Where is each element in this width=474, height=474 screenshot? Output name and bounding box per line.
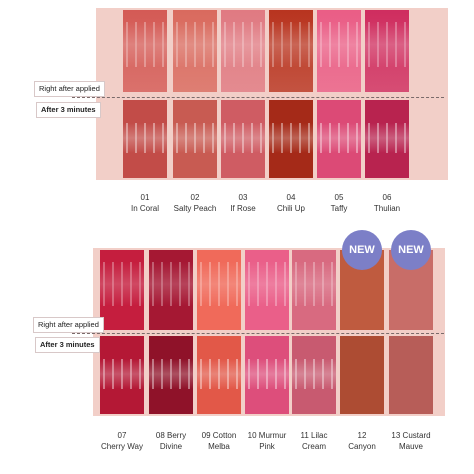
swatch-gloss <box>365 123 409 154</box>
swatch-gloss <box>123 123 167 154</box>
shade-name: Melba <box>208 442 230 451</box>
swatch-gloss <box>317 123 361 154</box>
shade-name: Chili Up <box>276 204 305 213</box>
shade-number: 02 <box>190 193 200 202</box>
swatch-gloss <box>365 22 409 68</box>
shade-number: 03 <box>238 193 248 202</box>
swatch-top-02 <box>173 10 217 92</box>
top-divider <box>72 97 444 98</box>
swatch-gloss <box>317 22 361 68</box>
shade-label-13: 13 Custard Mauve <box>383 430 439 452</box>
swatch-bottom-06 <box>365 100 409 178</box>
swatch-gloss <box>173 22 217 68</box>
swatch-bottom-04 <box>269 100 313 178</box>
shade-number: 09 Cotton <box>201 431 237 440</box>
shade-number: 10 Murmur <box>247 431 287 440</box>
shade-label-08: 08 Berry Divine <box>143 430 199 452</box>
swatch-bottom-13 <box>389 336 433 414</box>
shade-label-06: 06 Thulian <box>357 192 417 214</box>
shade-number: 12 <box>357 431 367 440</box>
shade-number: 04 <box>286 193 296 202</box>
shade-name: Salty Peach <box>173 204 217 213</box>
shade-name: Canyon <box>348 442 376 451</box>
shade-name: Divine <box>159 442 183 451</box>
swatch-top-09 <box>197 250 241 330</box>
shade-label-11: 11 Lilac Cream <box>286 430 342 452</box>
shade-name: Pink <box>259 442 275 451</box>
swatch-bottom-03 <box>221 100 265 178</box>
swatch-top-06 <box>365 10 409 92</box>
swatch-bottom-01 <box>123 100 167 178</box>
swatch-gloss <box>149 359 193 390</box>
swatch-top-08 <box>149 250 193 330</box>
swatch-gloss <box>269 22 313 68</box>
swatch-bottom-11 <box>292 336 336 414</box>
swatch-gloss <box>100 359 144 390</box>
shade-name: Cream <box>301 442 326 451</box>
swatch-gloss <box>221 22 265 68</box>
right-after-label-top: Right after applied <box>34 81 105 97</box>
swatch-bottom-02 <box>173 100 217 178</box>
swatch-bottom-05 <box>317 100 361 178</box>
after-3-minutes-label-top: After 3 minutes <box>36 102 101 118</box>
swatch-gloss <box>149 262 193 306</box>
bottom-divider <box>72 333 444 334</box>
swatch-gloss <box>197 359 241 390</box>
shade-label-09: 09 Cotton Melba <box>191 430 247 452</box>
shade-label-04: 04 Chili Up <box>261 192 321 214</box>
shade-number: 08 Berry <box>155 431 187 440</box>
swatch-top-03 <box>221 10 265 92</box>
swatch-gloss <box>123 22 167 68</box>
shade-label-02: 02 Salty Peach <box>165 192 225 214</box>
swatch-top-01 <box>123 10 167 92</box>
swatch-gloss <box>221 123 265 154</box>
new-badge-12: NEW <box>342 230 382 270</box>
shade-number: 11 Lilac <box>300 431 328 440</box>
shade-name: In Coral <box>130 204 159 213</box>
shade-name: If Rose <box>230 204 256 213</box>
shade-number: 05 <box>334 193 344 202</box>
shade-number: 01 <box>140 193 150 202</box>
swatch-top-04 <box>269 10 313 92</box>
swatch-top-05 <box>317 10 361 92</box>
swatch-gloss <box>292 359 336 390</box>
shade-label-12: 12 Canyon <box>334 430 390 452</box>
right-after-label-bottom: Right after applied <box>33 317 104 333</box>
shade-label-07: 07 Cherry Way <box>94 430 150 452</box>
swatch-gloss <box>292 262 336 306</box>
shade-label-10: 10 Murmur Pink <box>239 430 295 452</box>
swatch-gloss <box>245 359 289 390</box>
swatch-bottom-12 <box>340 336 384 414</box>
swatch-top-11 <box>292 250 336 330</box>
swatch-bottom-08 <box>149 336 193 414</box>
shade-name: Thulian <box>373 204 401 213</box>
swatch-bottom-09 <box>197 336 241 414</box>
shade-number: 07 <box>117 431 127 440</box>
shade-number: 13 Custard <box>391 431 431 440</box>
shade-label-05: 05 Taffy <box>309 192 369 214</box>
swatch-gloss <box>245 262 289 306</box>
swatch-top-10 <box>245 250 289 330</box>
shade-label-03: 03 If Rose <box>213 192 273 214</box>
swatch-gloss <box>173 123 217 154</box>
shade-name: Cherry Way <box>101 442 143 451</box>
swatch-top-07 <box>100 250 144 330</box>
swatch-gloss <box>269 123 313 154</box>
shade-label-01: 01 In Coral <box>115 192 175 214</box>
swatch-gloss <box>100 262 144 306</box>
swatch-bottom-07 <box>100 336 144 414</box>
swatch-bottom-10 <box>245 336 289 414</box>
after-3-minutes-label-bottom: After 3 minutes <box>35 337 100 353</box>
shade-name: Mauve <box>398 442 423 451</box>
shade-name: Taffy <box>330 204 348 213</box>
new-badge-13: NEW <box>391 230 431 270</box>
swatch-gloss <box>197 262 241 306</box>
shade-number: 06 <box>382 193 392 202</box>
